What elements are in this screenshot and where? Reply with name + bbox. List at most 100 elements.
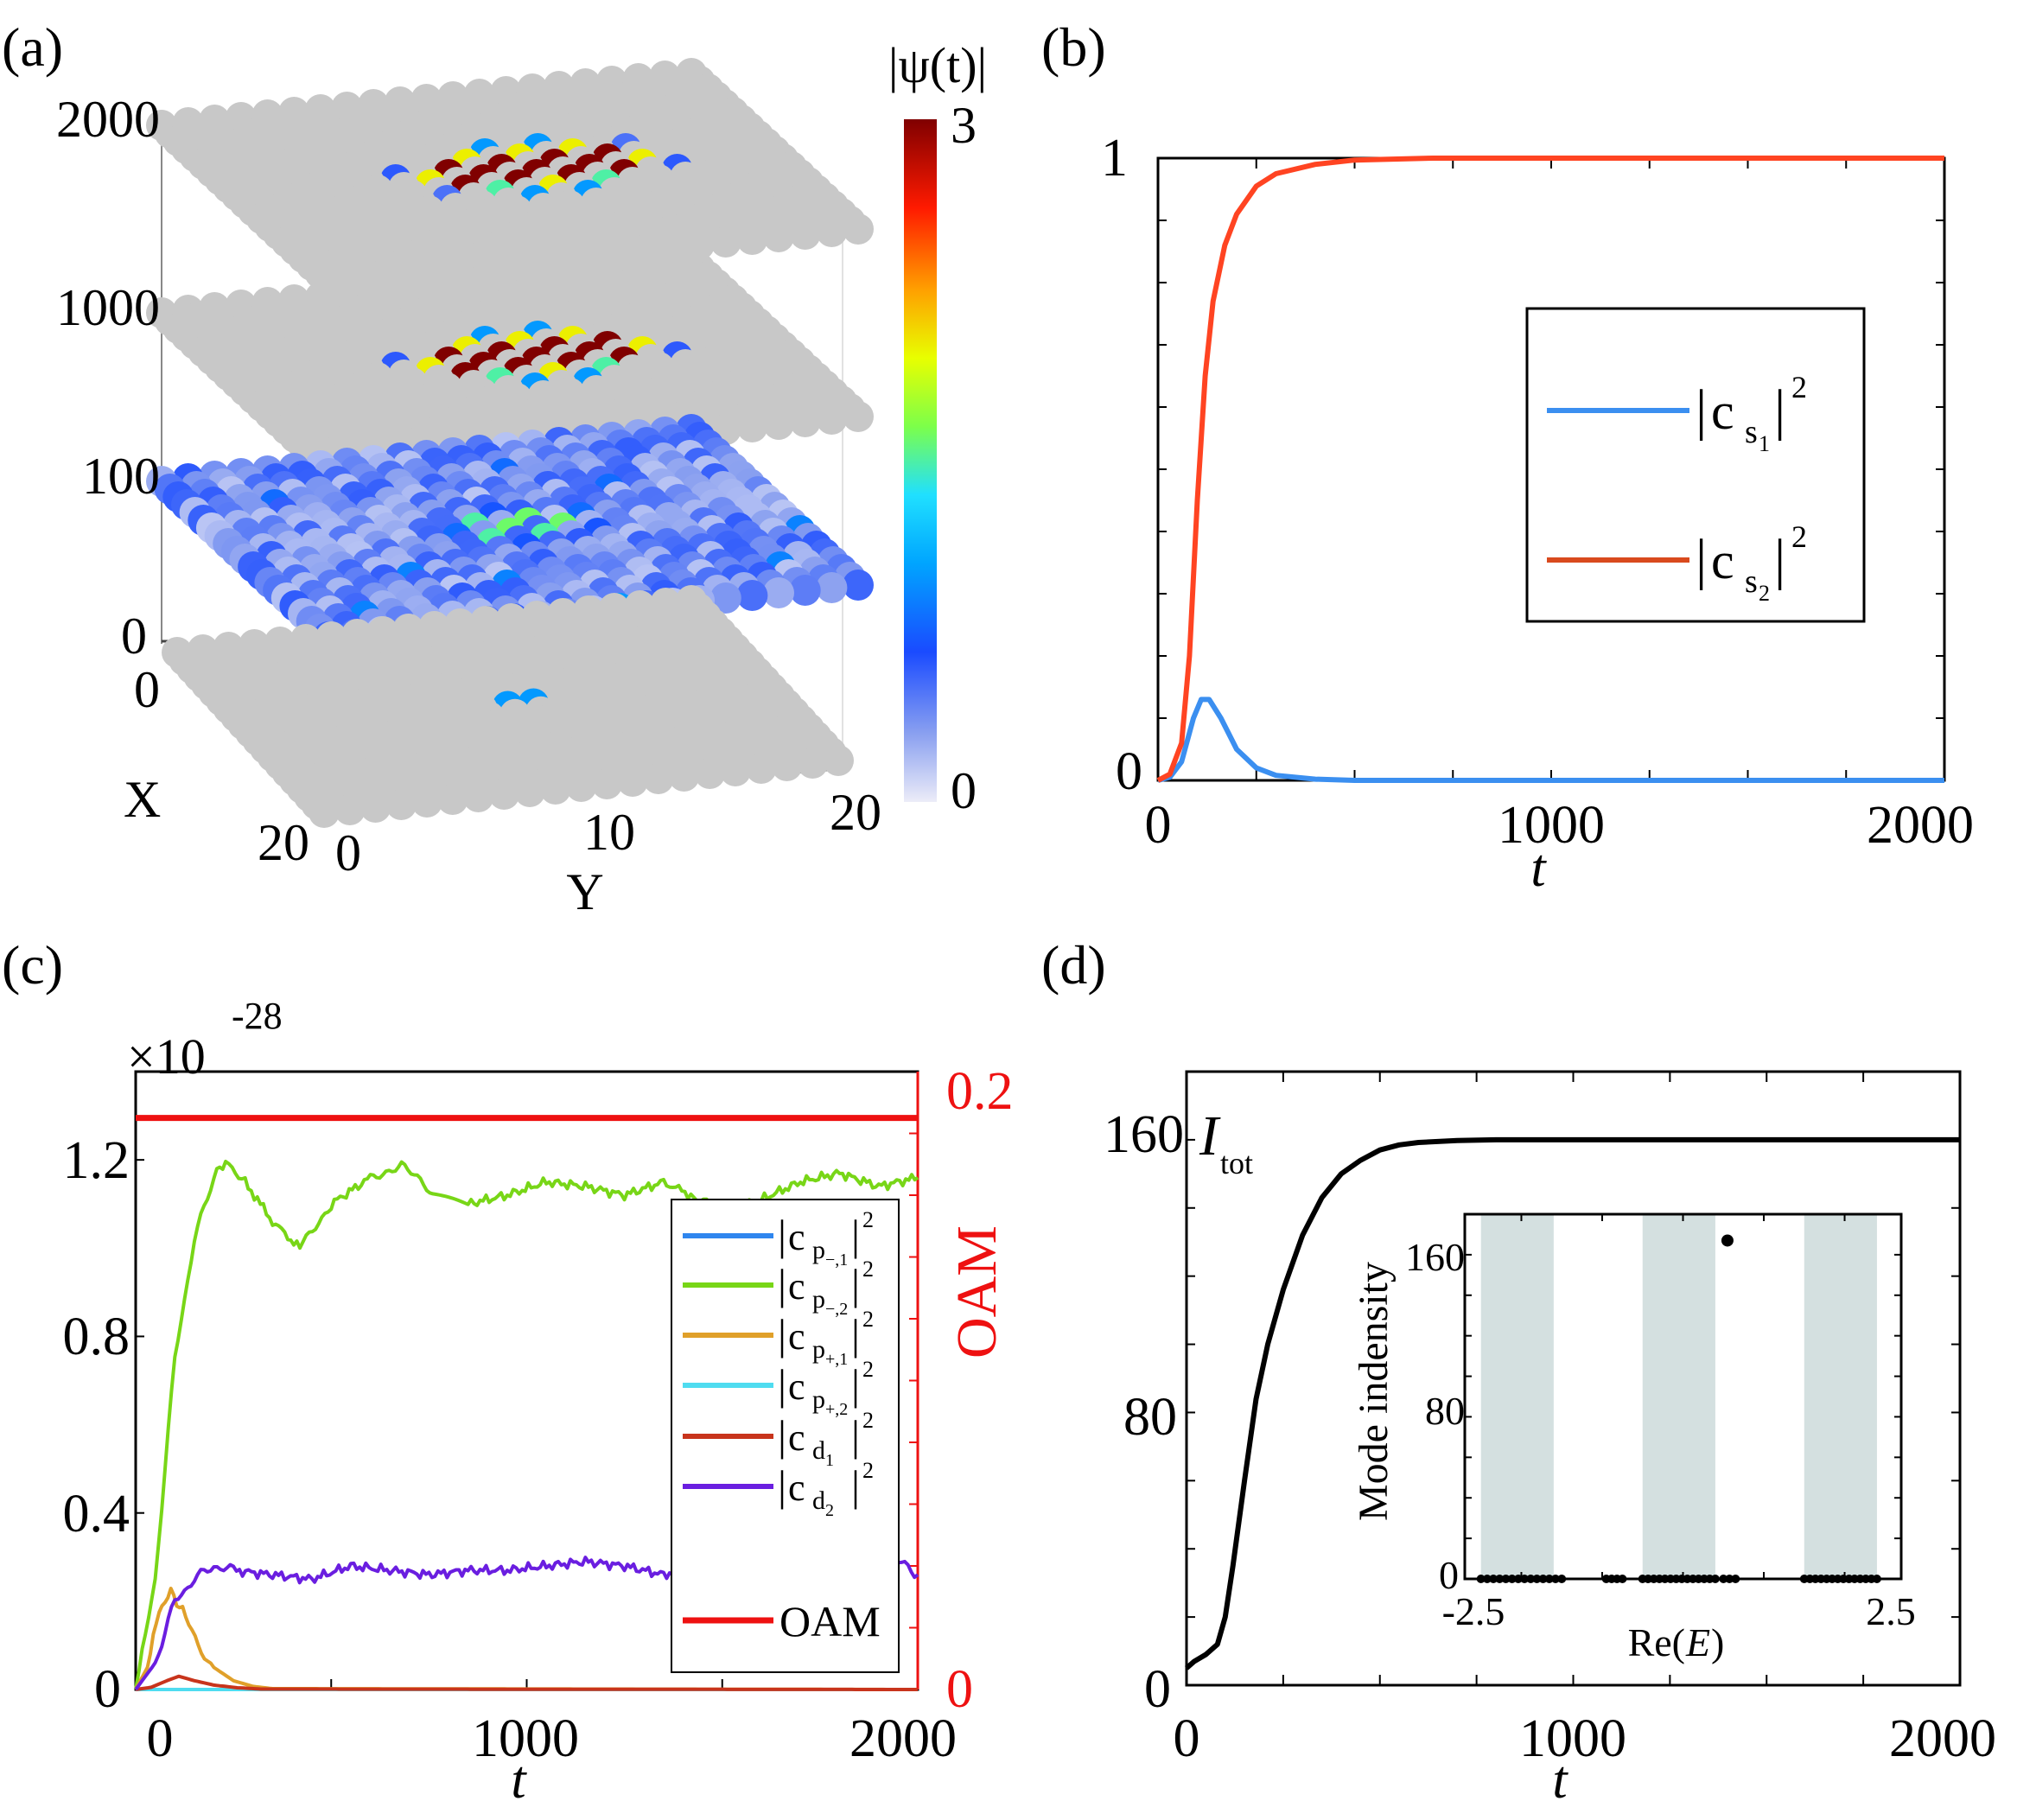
legend-text: 2 [862,1458,874,1483]
y-tick-label: 0.4 [63,1485,130,1543]
svg-text:|: | [1696,379,1707,442]
x-tick-label: 2000 [1867,796,1974,855]
legend-text: p [812,1285,825,1314]
x-axis-label: X [124,771,161,828]
legend-entry: | c p −,1| 2 [683,1207,874,1270]
lattice-site [709,226,741,258]
inset-point [1618,1575,1627,1583]
legend-text: | [851,1411,860,1460]
y-tick-label: 80 [1123,1388,1177,1447]
panel-b-curves [1156,156,1944,783]
panel-b: (b) 1 0 0 1000 2000 t | c s 1 | 2 | c [1041,16,1974,898]
lattice-site [771,750,803,781]
y-tick-label: 1.2 [63,1131,130,1190]
legend-text: 2 [862,1357,874,1382]
legend-text: 1 [825,1451,834,1470]
lattice-site [411,786,442,818]
panel-b-label: (b) [1041,16,1106,78]
svg-text:E: E [1685,1620,1710,1664]
lattice-layers [146,58,874,828]
svg-text:c: c [1711,532,1734,589]
legend-entry: | c p +,1| 2 [683,1307,874,1369]
lattice-site [309,797,340,828]
lattice-site [709,582,741,614]
lattice-site [642,763,674,794]
legend-text: | [778,1260,786,1308]
inset-shaded-band [1642,1214,1715,1579]
series-line [135,1674,918,1691]
svg-text:s: s [1745,414,1758,450]
inset-point [1526,1575,1536,1583]
svg-text:|: | [1774,528,1785,591]
legend-text: | [851,1310,860,1359]
y-tick-label: 1 [1101,129,1128,188]
x-tick-label: 0 [1174,1709,1200,1768]
inset-y-axis-label: Mode indensity [1351,1262,1397,1521]
lattice-site [736,580,768,611]
legend-entry: | c p −,2| 2 [683,1257,874,1319]
lattice-site [745,753,777,784]
series-label-itot: I tot [1199,1104,1253,1180]
x-tick-label: 1000 [472,1709,579,1768]
colorbar-max-label: 3 [951,97,977,154]
inset-point-highlight [1721,1234,1734,1247]
svg-text:tot: tot [1220,1146,1253,1180]
inset-shaded-bands [1480,1214,1877,1579]
lattice-site [668,760,700,792]
legend-text: | [778,1360,786,1409]
svg-text:Re(: Re( [1628,1620,1685,1664]
legend-text: 2 [862,1207,874,1232]
y-axis-label: Y [566,863,603,920]
inset-y-tick-label: 0 [1439,1553,1459,1597]
lattice-site [436,784,468,815]
y-tick-label: 0 [335,824,361,881]
legend-text: −,1 [825,1250,848,1270]
legend-text: 2 [862,1408,874,1433]
svg-text:2: 2 [1791,370,1807,404]
svg-text:1: 1 [1759,431,1770,456]
y-tick-label: 20 [830,784,881,841]
lattice-site [843,213,874,245]
panel-c: (c) ×10 -28 0 0.4 0.8 1.2 0 0.2 OAM 0 10… [2,934,1014,1810]
panel-d-label: (d) [1041,934,1106,996]
y-tick-label: 0 [1144,1660,1171,1719]
series-line [1157,697,1944,783]
lattice-site [843,570,874,601]
inset-point [1538,1575,1548,1583]
inset-point [1520,1575,1530,1583]
legend-entry-cs2: | c s 2 | 2 [1696,519,1807,606]
lattice-site [823,745,854,776]
svg-text:c: c [1711,383,1734,440]
inset-point [1507,1575,1517,1583]
lattice-layer [162,585,854,828]
inset-point [1551,1575,1560,1583]
layer-tick-label: 2000 [56,91,160,148]
x-tick-label: 0 [1145,796,1172,855]
lattice-site [763,577,794,608]
svg-text:2: 2 [1791,519,1807,554]
lattice-site [816,404,848,435]
legend-text: c [788,1265,805,1308]
legend-text: c [788,1365,805,1408]
inset-point [1544,1575,1554,1583]
legend-entry: | c p +,2| 2 [683,1357,874,1419]
lattice-site [385,789,417,820]
panel-c-label: (c) [2,934,63,996]
lattice-site [334,794,366,825]
layer-tick-label: 100 [82,448,160,505]
series-line [1185,1136,1960,1670]
lattice-site [789,406,821,437]
legend-entry: | c d 2| 2 [683,1458,874,1520]
x-axis-label: t [511,1751,527,1810]
legend-text: c [788,1467,805,1509]
legend-text: c [788,1416,805,1459]
exponent-value: -28 [232,995,283,1037]
lattice-site [789,575,821,606]
lattice-site [565,771,597,802]
legend-text: | [778,1211,786,1259]
lattice-site [488,779,520,810]
inset-points [1476,1234,1881,1583]
exponent-label: ×10 [127,1028,206,1085]
lattice-site [720,755,751,786]
y-tick-label: 0 [94,1660,121,1719]
